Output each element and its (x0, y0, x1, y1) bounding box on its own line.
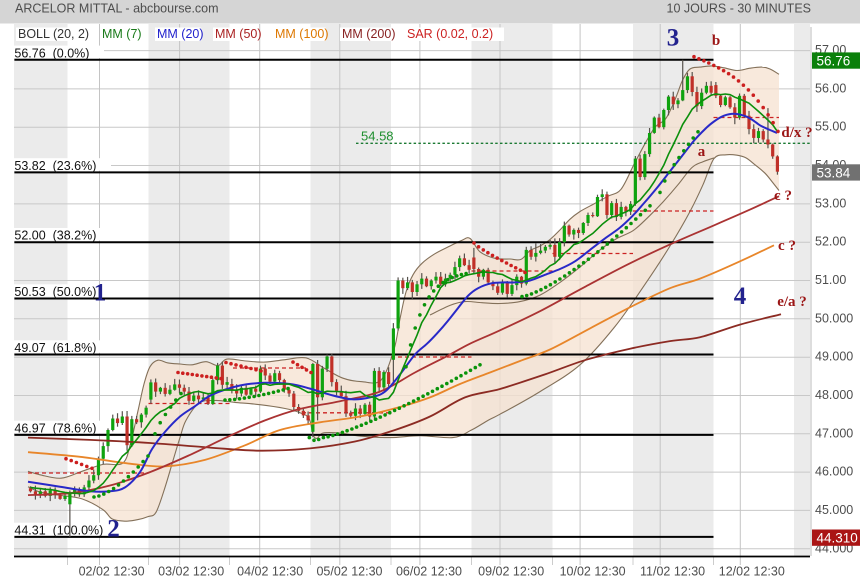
svg-text:MM (20): MM (20) (157, 27, 204, 41)
svg-text:b: b (712, 33, 720, 49)
svg-text:46.97 (78.6%): 46.97 (78.6%) (14, 421, 96, 435)
svg-text:MM (50): MM (50) (215, 27, 262, 41)
svg-text:10 JOURS - 30 MINUTES: 10 JOURS - 30 MINUTES (667, 2, 811, 16)
svg-text:02/02 12:30: 02/02 12:30 (79, 565, 145, 579)
svg-text:46.000: 46.000 (815, 465, 853, 479)
svg-text:56.76: 56.76 (817, 54, 851, 69)
svg-text:56.00: 56.00 (815, 81, 846, 95)
svg-text:45.000: 45.000 (815, 503, 853, 517)
svg-text:e/a ?: e/a ? (777, 294, 807, 310)
svg-text:49.07 (61.8%): 49.07 (61.8%) (14, 341, 96, 355)
svg-text:52.00 (38.2%): 52.00 (38.2%) (14, 229, 96, 243)
svg-text:c ?: c ? (774, 188, 792, 204)
svg-text:1: 1 (94, 280, 107, 307)
svg-text:54.58: 54.58 (361, 128, 394, 143)
svg-text:d/x ?: d/x ? (781, 125, 812, 141)
svg-text:49.000: 49.000 (815, 350, 853, 364)
svg-text:47.000: 47.000 (815, 426, 853, 440)
svg-text:53.82 (23.6%): 53.82 (23.6%) (14, 159, 96, 173)
svg-text:52.00: 52.00 (815, 235, 846, 249)
svg-text:BOLL (20, 2): BOLL (20, 2) (18, 27, 89, 41)
svg-text:MM (7): MM (7) (102, 27, 142, 41)
svg-text:2: 2 (107, 516, 120, 543)
svg-text:3: 3 (667, 25, 680, 52)
svg-text:a: a (698, 144, 706, 160)
svg-text:SAR (0.02, 0.2): SAR (0.02, 0.2) (407, 27, 493, 41)
svg-text:09/02 12:30: 09/02 12:30 (478, 565, 544, 579)
svg-text:55.00: 55.00 (815, 120, 846, 134)
svg-text:11/02 12:30: 11/02 12:30 (640, 565, 705, 579)
svg-text:MM (200): MM (200) (342, 27, 395, 41)
svg-text:03/02 12:30: 03/02 12:30 (158, 565, 224, 579)
svg-text:06/02 12:30: 06/02 12:30 (396, 565, 462, 579)
svg-text:10/02 12:30: 10/02 12:30 (560, 565, 626, 579)
svg-text:53.00: 53.00 (815, 196, 846, 210)
svg-text:53.84: 53.84 (817, 165, 851, 180)
svg-text:48.000: 48.000 (815, 388, 853, 402)
svg-text:04/02 12:30: 04/02 12:30 (237, 565, 303, 579)
svg-text:50.000: 50.000 (815, 311, 853, 325)
svg-text:4: 4 (734, 283, 747, 310)
svg-text:56.76 (0.0%): 56.76 (0.0%) (14, 46, 89, 60)
svg-text:12/02 12:30: 12/02 12:30 (719, 565, 785, 579)
svg-text:44.310: 44.310 (817, 531, 858, 546)
svg-text:51.00: 51.00 (815, 273, 846, 287)
svg-text:44.31 (100.0%): 44.31 (100.0%) (14, 523, 103, 537)
svg-text:c ?: c ? (778, 238, 796, 254)
svg-text:05/02 12:30: 05/02 12:30 (316, 565, 382, 579)
svg-text:ARCELOR MITTAL - abcbourse.com: ARCELOR MITTAL - abcbourse.com (15, 2, 219, 16)
svg-text:50.53 (50.0%): 50.53 (50.0%) (14, 285, 96, 299)
svg-text:MM (100): MM (100) (275, 27, 328, 41)
